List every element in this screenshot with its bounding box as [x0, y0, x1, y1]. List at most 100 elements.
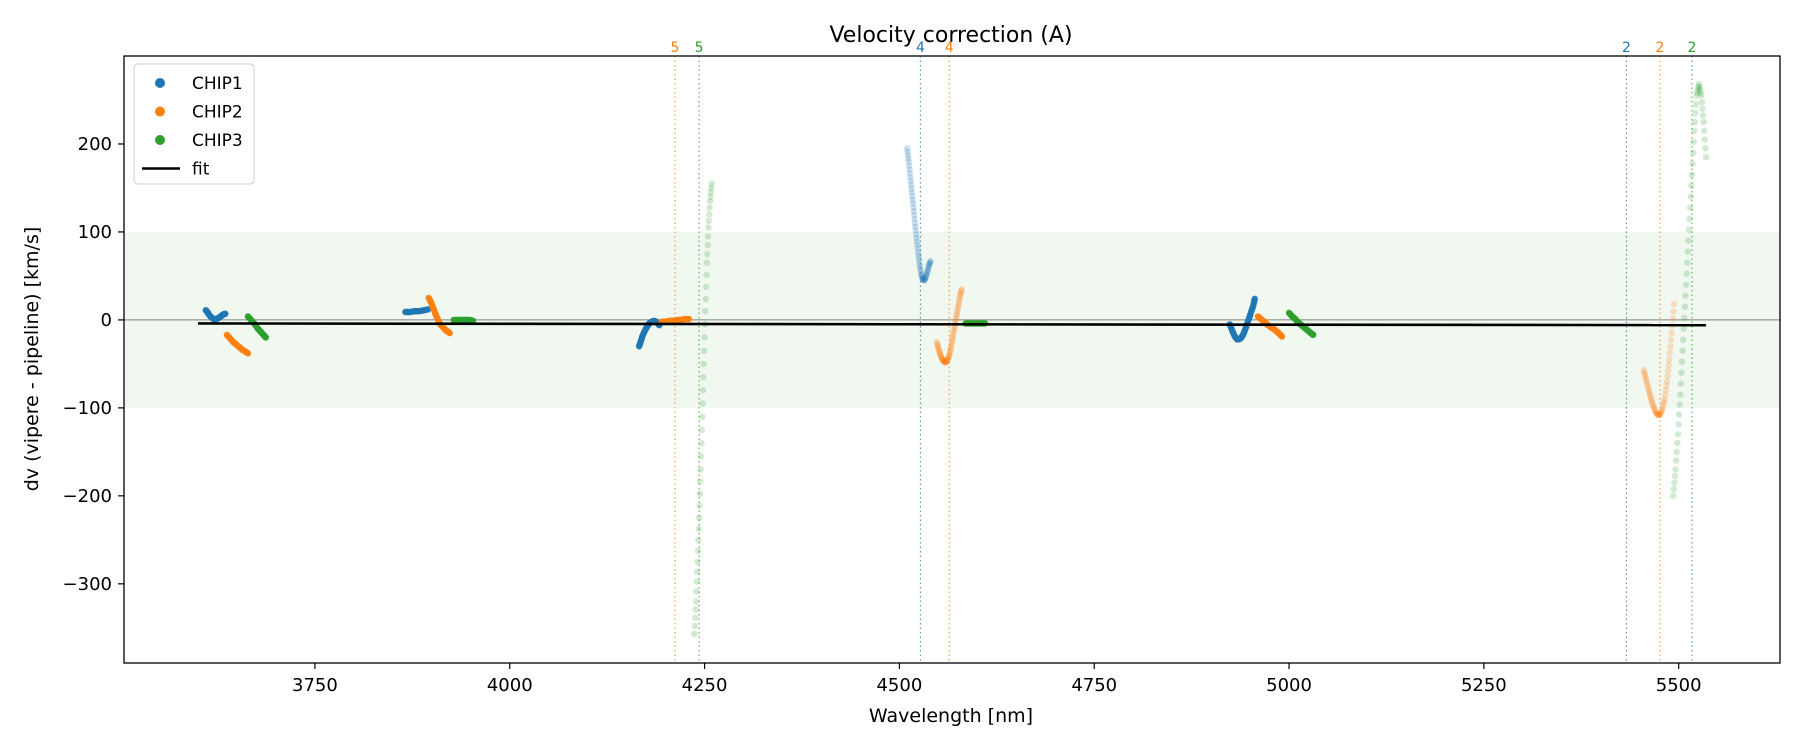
legend-marker-chip2: [155, 106, 165, 117]
data-point-chip2-3-9-2: [948, 340, 955, 347]
data-point-chip2-5-5-3: [1653, 410, 1661, 418]
data-point-chip3-2-8-1: [704, 250, 711, 258]
data-point-chip2-5-4-2: [1650, 405, 1658, 412]
data-point-chip2-3-12-1: [952, 316, 960, 323]
data-point-chip2-5-6-2: [1655, 411, 1663, 419]
data-point-chip2-3-3-1: [938, 355, 946, 362]
data-point-chip1-3-9-0: [918, 270, 925, 278]
data-point-chip3-5-6-0: [1684, 259, 1691, 266]
data-point-chip2-5-1-2: [1643, 380, 1651, 387]
data-point-chip3-5-4-0: [1679, 347, 1686, 354]
data-point-chip3-5-2-1: [1675, 421, 1682, 428]
data-point-chip2-5-0-0: [1640, 366, 1647, 374]
data-point-chip3-2-4-3: [698, 426, 706, 434]
data-point-chip1-4-11-0: [1251, 295, 1258, 302]
data-point-chip3-5-11-1: [1696, 83, 1703, 91]
data-point-chip3-5-9-2: [1692, 109, 1699, 117]
data-point-chip2-3-9-0: [947, 344, 955, 352]
data-point-chip3-5-8-3: [1690, 138, 1697, 145]
data-point-chip3-5-9-1: [1691, 118, 1699, 126]
data-point-chip1-3-11-3: [922, 274, 929, 281]
data-point-chip2-5-9-1: [1662, 391, 1669, 398]
data-point-chip2-3-8-3: [947, 346, 954, 354]
x-tick-label-3: 4500: [876, 675, 922, 696]
data-point-chip2-3-4-3: [941, 358, 948, 365]
series-chip1: [202, 145, 1258, 350]
data-point-chip3-5-4-1: [1679, 336, 1687, 343]
data-point-chip3-5-5-0: [1681, 303, 1689, 310]
data-point-chip2-5-3-0: [1647, 394, 1654, 401]
data-point-chip3-5-7-1: [1686, 204, 1694, 211]
order-marker-label-2: 4: [916, 40, 925, 56]
data-point-chip2-5-5-1: [1652, 409, 1660, 416]
x-axis-label: Wavelength [nm]: [869, 705, 1033, 727]
data-point-chip3-2-5-1: [699, 400, 706, 407]
data-point-chip1-3-2-2: [907, 181, 915, 189]
data-point-chip3-2-4-2: [698, 439, 705, 447]
data-point-chip2-5-7-0: [1656, 411, 1664, 419]
data-point-chip2-5-0-2: [1641, 371, 1648, 378]
order-marker-label-0: 5: [671, 40, 680, 56]
data-point-chip1-3-13-0: [924, 268, 931, 275]
data-point-chip3-5-6-1: [1684, 248, 1692, 255]
data-point-chip3-2-9-3: [706, 204, 713, 211]
data-point-chip3-2-7-1: [702, 295, 709, 303]
data-point-chip1-3-10-3: [920, 276, 928, 284]
x-tick-label-6: 5250: [1461, 675, 1507, 696]
data-point-chip3-5-3-3: [1678, 358, 1686, 365]
data-point-chip1-3-2-1: [907, 177, 914, 185]
data-point-chip3-2-1-3: [693, 568, 701, 575]
data-point-chip1-3-10-0: [919, 276, 926, 283]
data-point-chip2-5-9-2: [1662, 387, 1670, 394]
data-point-chip2-5-5-0: [1652, 408, 1659, 415]
data-point-chip1-3-12-1: [923, 272, 930, 279]
data-point-chip2-3-15-3: [958, 287, 965, 294]
data-point-chip2-3-8-0: [946, 351, 953, 359]
data-point-chip3-5-7-3: [1688, 182, 1695, 189]
data-point-chip3-5-11-2: [1696, 86, 1704, 94]
data-point-chip3-2-7-2: [702, 283, 710, 291]
data-point-chip2-5-11-3: [1667, 336, 1675, 343]
data-point-chip2-3-2-2: [937, 352, 944, 359]
legend-label-fit: fit: [192, 160, 210, 180]
data-point-chip3-2-6-1: [700, 347, 708, 354]
data-point-chip1-3-11-0: [921, 277, 928, 284]
data-point-chip3-5-12-2: [1699, 105, 1706, 112]
data-point-chip2-3-0-0: [933, 338, 941, 346]
data-point-chip3-2-1-0: [692, 598, 700, 605]
y-tick-label-5: 200: [78, 134, 112, 155]
data-point-chip2-3-0-3: [934, 343, 942, 350]
data-point-chip2-5-3-3: [1649, 400, 1656, 407]
data-point-chip2-5-1-1: [1643, 378, 1650, 385]
data-point-chip1-3-2-3: [908, 185, 915, 192]
data-point-chip2-3-7-3: [945, 353, 953, 360]
data-point-chip1-3-6-3: [914, 245, 921, 252]
data-point-chip1-3-0-1: [904, 148, 911, 155]
data-point-chip3-2-2-2: [695, 536, 702, 544]
data-point-chip2-3-8-2: [946, 348, 954, 355]
y-axis-label: dv (vipere - pipeline) [km/s]: [21, 227, 43, 492]
data-point-chip2-5-11-0: [1666, 356, 1673, 363]
data-point-chip3-2-4-1: [697, 453, 705, 460]
data-point-chip2-5-4-1: [1650, 403, 1657, 410]
data-point-chip2-3-5-2: [942, 358, 949, 366]
data-point-chip2-5-12-2: [1669, 315, 1677, 322]
data-point-chip1-3-9-2: [918, 273, 926, 281]
data-point-chip3-2-10-0: [706, 197, 714, 205]
data-point-chip1-3-1-1: [905, 162, 913, 169]
data-point-chip2-3-14-3: [956, 294, 963, 301]
data-point-chip1-3-5-3: [912, 231, 920, 238]
data-point-chip2-3-1-3: [936, 348, 943, 356]
data-point-chip2-5-10-3: [1665, 361, 1672, 369]
data-point-chip1-3-9-1: [918, 272, 925, 279]
data-point-chip2-5-8-3: [1660, 398, 1668, 405]
data-point-chip3-5-9-3: [1692, 101, 1700, 108]
data-point-chip1-0-9-0: [222, 310, 229, 317]
data-point-chip2-5-5-2: [1653, 409, 1660, 417]
data-point-chip3-2-0-3: [692, 606, 699, 613]
data-point-chip3-2-1-1: [693, 588, 700, 595]
data-point-chip3-2-1-2: [693, 578, 700, 585]
data-point-chip3-5-1-2: [1673, 448, 1680, 456]
order-marker-label-3: 4: [945, 40, 954, 56]
